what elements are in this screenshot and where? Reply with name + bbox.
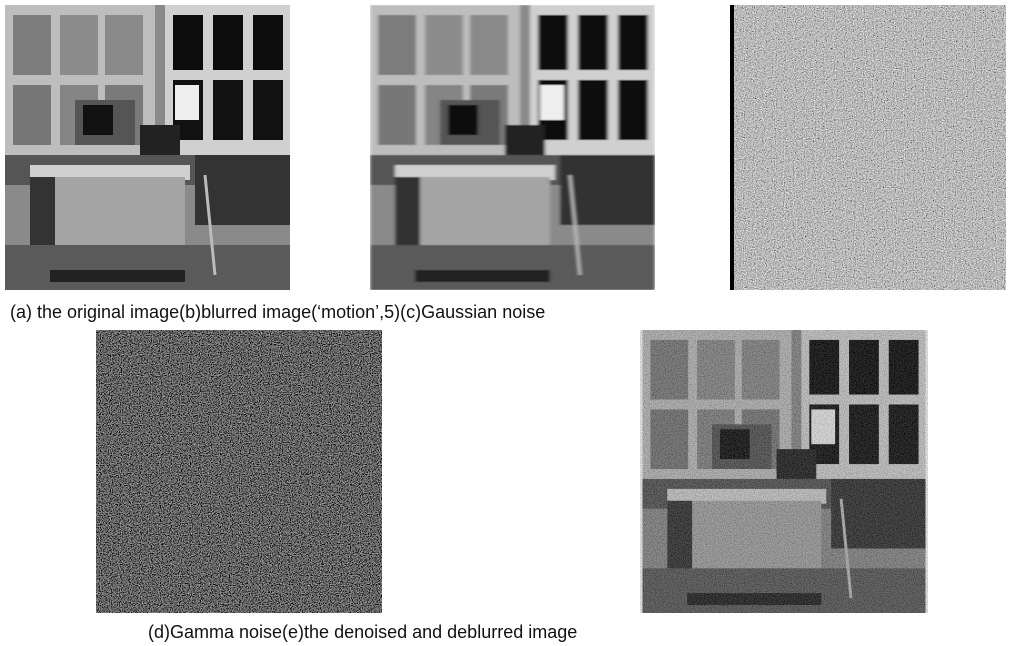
gamma-noise-image <box>96 330 382 613</box>
original-image <box>5 5 290 290</box>
caption: (a) the original image(b)blurred image(‘… <box>10 302 545 322</box>
gaussian-noise-image <box>730 5 1006 290</box>
page: (a) the original image(b)blurred image(‘… <box>0 0 1011 646</box>
restored-image <box>640 330 928 613</box>
caption: (d)Gamma noise(e)the denoised and deblur… <box>148 622 577 642</box>
blurred-image <box>370 5 655 290</box>
